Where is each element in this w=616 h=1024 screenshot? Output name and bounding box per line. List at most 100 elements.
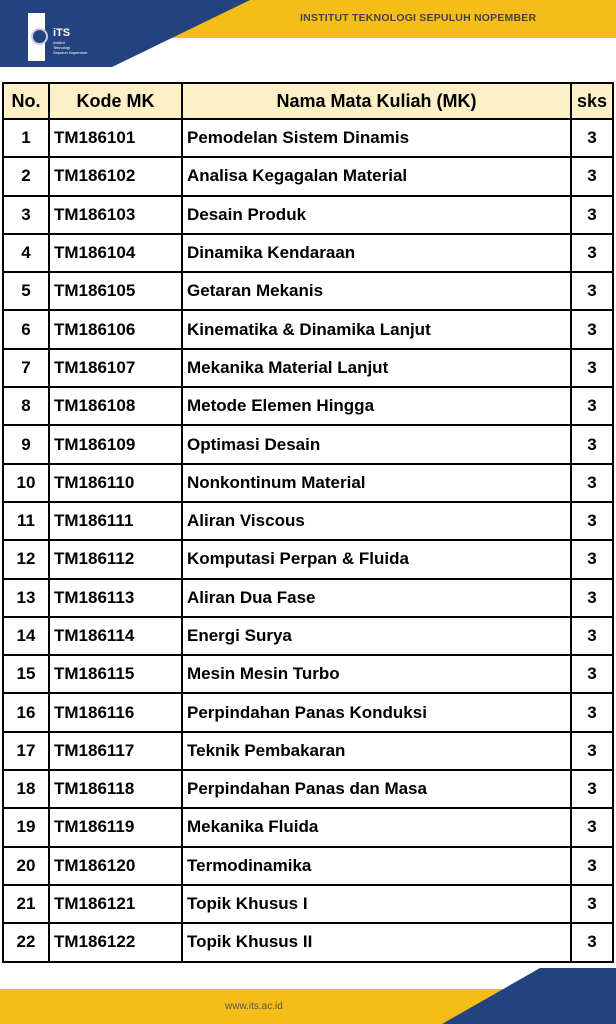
- cell-code: TM186116: [48, 692, 183, 733]
- cell-sks: 3: [570, 271, 614, 312]
- cell-code: TM186107: [48, 347, 183, 389]
- cell-code: TM186102: [48, 156, 183, 197]
- cell-no: 14: [2, 615, 50, 657]
- cell-sks: 3: [570, 883, 614, 925]
- table-row: 20 TM186120 Termodinamika 3: [2, 845, 614, 886]
- table-row: 5 TM186105 Getaran Mekanis 3: [2, 271, 614, 312]
- cell-code: TM186113: [48, 577, 183, 618]
- cell-name: Perpindahan Panas Konduksi: [181, 692, 572, 733]
- cell-sks: 3: [570, 117, 614, 159]
- cell-sks: 3: [570, 922, 614, 963]
- cell-name: Teknik Pembakaran: [181, 730, 572, 772]
- cell-name: Pemodelan Sistem Dinamis: [181, 117, 572, 159]
- cell-code: TM186120: [48, 845, 183, 886]
- cell-code: TM186119: [48, 807, 183, 848]
- table-row: 10 TM186110 Nonkontinum Material 3: [2, 462, 614, 503]
- table-row: 1 TM186101 Pemodelan Sistem Dinamis 3: [2, 117, 614, 159]
- cell-no: 9: [2, 424, 50, 465]
- cell-sks: 3: [570, 845, 614, 886]
- table-row: 11 TM186111 Aliran Viscous 3: [2, 500, 614, 542]
- cell-sks: 3: [570, 309, 614, 350]
- cell-code: TM186114: [48, 615, 183, 657]
- cell-no: 20: [2, 845, 50, 886]
- cell-sks: 3: [570, 692, 614, 733]
- table-row: 14 TM186114 Energi Surya 3: [2, 615, 614, 657]
- table-row: 7 TM186107 Mekanika Material Lanjut 3: [2, 347, 614, 389]
- cell-no: 2: [2, 156, 50, 197]
- cell-no: 22: [2, 922, 50, 963]
- cell-code: TM186109: [48, 424, 183, 465]
- cell-name: Komputasi Perpan & Fluida: [181, 539, 572, 580]
- col-code: Kode MK: [48, 82, 183, 120]
- table-header-row: No. Kode MK Nama Mata Kuliah (MK) sks: [2, 82, 614, 120]
- cell-name: Nonkontinum Material: [181, 462, 572, 503]
- table-row: 16 TM186116 Perpindahan Panas Konduksi 3: [2, 692, 614, 733]
- cell-sks: 3: [570, 577, 614, 618]
- cell-no: 21: [2, 883, 50, 925]
- cell-no: 8: [2, 386, 50, 427]
- col-sks: sks: [570, 82, 614, 120]
- cell-code: TM186112: [48, 539, 183, 580]
- its-logo: iTS Institut Teknologi Sepuluh Nopember: [28, 13, 108, 63]
- cell-name: Mesin Mesin Turbo: [181, 654, 572, 695]
- cell-no: 12: [2, 539, 50, 580]
- cell-no: 3: [2, 194, 50, 235]
- cell-name: Mekanika Material Lanjut: [181, 347, 572, 389]
- cell-sks: 3: [570, 807, 614, 848]
- seal-icon: [31, 28, 48, 45]
- cell-sks: 3: [570, 500, 614, 542]
- cell-no: 7: [2, 347, 50, 389]
- cell-no: 5: [2, 271, 50, 312]
- cell-name: Aliran Viscous: [181, 500, 572, 542]
- cell-sks: 3: [570, 462, 614, 503]
- cell-name: Energi Surya: [181, 615, 572, 657]
- cell-sks: 3: [570, 194, 614, 235]
- cell-code: TM186121: [48, 883, 183, 925]
- cell-name: Perpindahan Panas dan Masa: [181, 769, 572, 810]
- cell-code: TM186106: [48, 309, 183, 350]
- cell-sks: 3: [570, 654, 614, 695]
- cell-name: Aliran Dua Fase: [181, 577, 572, 618]
- cell-sks: 3: [570, 386, 614, 427]
- cell-code: TM186118: [48, 769, 183, 810]
- cell-no: 19: [2, 807, 50, 848]
- cell-name: Termodinamika: [181, 845, 572, 886]
- table-row: 8 TM186108 Metode Elemen Hingga 3: [2, 386, 614, 427]
- cell-no: 1: [2, 117, 50, 159]
- table-row: 2 TM186102 Analisa Kegagalan Material 3: [2, 156, 614, 197]
- cell-name: Topik Khusus I: [181, 883, 572, 925]
- footer-url: www.its.ac.id: [225, 1001, 283, 1012]
- cell-sks: 3: [570, 769, 614, 810]
- cell-no: 6: [2, 309, 50, 350]
- cell-name: Kinematika & Dinamika Lanjut: [181, 309, 572, 350]
- cell-no: 15: [2, 654, 50, 695]
- cell-name: Analisa Kegagalan Material: [181, 156, 572, 197]
- cell-sks: 3: [570, 615, 614, 657]
- table-row: 12 TM186112 Komputasi Perpan & Fluida 3: [2, 539, 614, 580]
- cell-no: 13: [2, 577, 50, 618]
- col-no: No.: [2, 82, 50, 120]
- cell-no: 4: [2, 232, 50, 274]
- table-row: 3 TM186103 Desain Produk 3: [2, 194, 614, 235]
- cell-code: TM186122: [48, 922, 183, 963]
- table-row: 13 TM186113 Aliran Dua Fase 3: [2, 577, 614, 618]
- cell-sks: 3: [570, 424, 614, 465]
- cell-sks: 3: [570, 156, 614, 197]
- cell-sks: 3: [570, 232, 614, 274]
- institution-name: INSTITUT TEKNOLOGI SEPULUH NOPEMBER: [300, 12, 537, 24]
- table-row: 17 TM186117 Teknik Pembakaran 3: [2, 730, 614, 772]
- cell-name: Optimasi Desain: [181, 424, 572, 465]
- cell-code: TM186105: [48, 271, 183, 312]
- cell-code: TM186115: [48, 654, 183, 695]
- table-row: 22 TM186122 Topik Khusus II 3: [2, 922, 614, 963]
- cell-sks: 3: [570, 730, 614, 772]
- cell-code: TM186117: [48, 730, 183, 772]
- cell-name: Metode Elemen Hingga: [181, 386, 572, 427]
- cell-code: TM186108: [48, 386, 183, 427]
- cell-code: TM186110: [48, 462, 183, 503]
- cell-code: TM186104: [48, 232, 183, 274]
- cell-code: TM186103: [48, 194, 183, 235]
- cell-sks: 3: [570, 347, 614, 389]
